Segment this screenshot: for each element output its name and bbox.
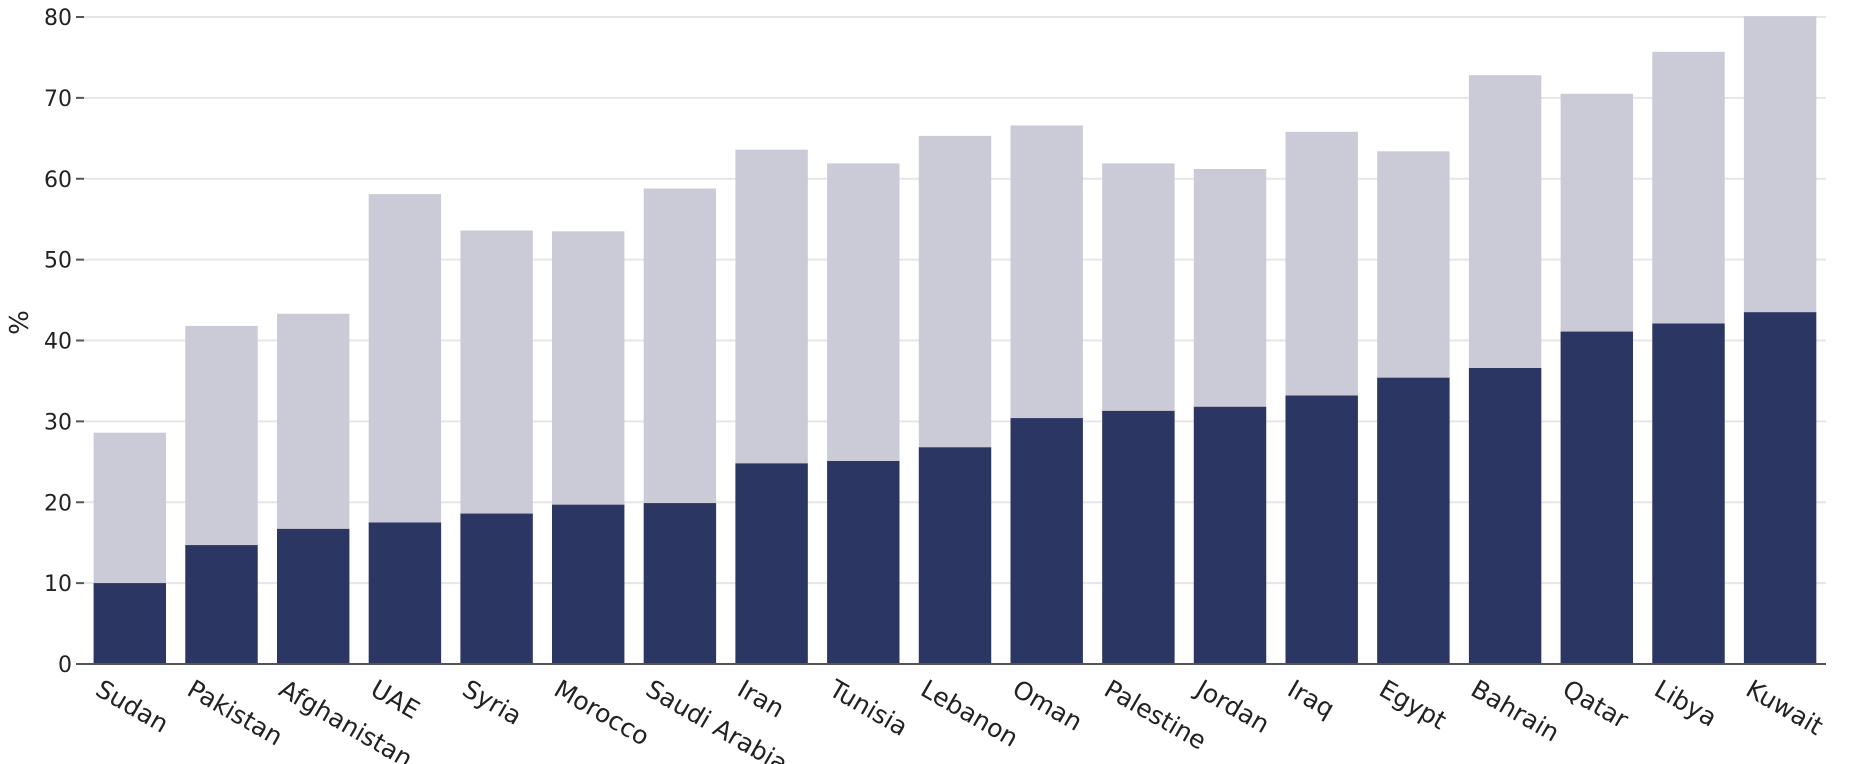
y-tick-label: 20 — [44, 491, 72, 516]
bar-inner — [1285, 395, 1358, 664]
y-tick-label: 10 — [44, 572, 72, 597]
x-tick-label: Qatar — [1558, 674, 1634, 735]
x-tick-label: Iran — [733, 674, 790, 724]
bar-inner — [1377, 377, 1450, 664]
y-tick-label: 30 — [44, 410, 72, 435]
bar-inner — [1560, 331, 1633, 664]
bar-inner — [918, 447, 992, 664]
x-tick-label: Bahrain — [1466, 674, 1564, 747]
bars — [93, 16, 1817, 665]
bar-inner — [1010, 418, 1083, 664]
bar-inner — [827, 461, 900, 664]
bar-inner — [735, 463, 808, 664]
bar-inner — [1193, 406, 1267, 664]
x-tick-label: Syria — [458, 674, 527, 731]
bar-inner — [1743, 312, 1817, 664]
y-tick-label: 60 — [44, 168, 72, 193]
x-tick-label: Iraq — [1283, 674, 1340, 724]
bar-inner — [277, 528, 350, 664]
bar-inner — [552, 504, 625, 664]
x-tick-label: Libya — [1649, 674, 1721, 733]
bar-inner — [1468, 368, 1542, 664]
y-axis-title: % — [5, 310, 35, 335]
bar-inner — [460, 513, 533, 664]
bar-inner — [1102, 410, 1175, 664]
x-tick-label: Sudan — [91, 674, 174, 738]
bar-inner — [643, 503, 717, 664]
bar-inner — [368, 522, 442, 664]
y-axis-ticks: 0 10 20 30 40 50 60 70 80 — [44, 6, 84, 678]
x-tick-label: Kuwait — [1741, 674, 1828, 741]
x-tick-label: Tunisia — [823, 674, 912, 742]
x-tick-label: Lebanon — [916, 674, 1023, 753]
x-tick-label: Egypt — [1374, 674, 1451, 735]
y-tick-label: 40 — [44, 330, 72, 355]
bar-inner — [93, 583, 166, 664]
y-tick-label: 0 — [58, 653, 72, 678]
bar-inner — [1652, 323, 1725, 664]
y-tick-label: 80 — [44, 6, 72, 31]
x-tick-label: Pakistan — [183, 674, 288, 751]
y-tick-label: 50 — [44, 249, 72, 274]
x-tick-label: Morocco — [549, 674, 654, 751]
x-tick-label: UAE — [366, 674, 425, 725]
bar-inner — [185, 545, 258, 664]
y-tick-label: 70 — [44, 87, 72, 112]
x-tick-label: Palestine — [1099, 674, 1211, 755]
